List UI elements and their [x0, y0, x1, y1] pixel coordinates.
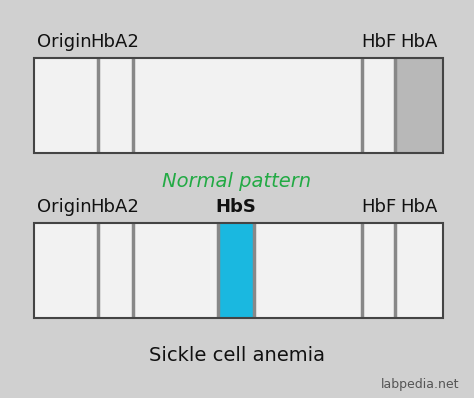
- Text: labpedia.net: labpedia.net: [381, 378, 459, 391]
- Text: HbS: HbS: [216, 198, 256, 216]
- Bar: [34, 223, 443, 318]
- Text: HbA2: HbA2: [91, 33, 139, 51]
- Text: HbF: HbF: [361, 33, 396, 51]
- Text: Sickle cell anemia: Sickle cell anemia: [149, 346, 325, 365]
- Text: HbA2: HbA2: [91, 198, 139, 216]
- Bar: [34, 58, 443, 153]
- Bar: [395, 58, 443, 153]
- Bar: [34, 58, 443, 153]
- Bar: [218, 223, 254, 318]
- Text: HbA: HbA: [401, 198, 438, 216]
- Text: Origin: Origin: [37, 198, 92, 216]
- Text: HbA: HbA: [401, 33, 438, 51]
- Text: Normal pattern: Normal pattern: [163, 172, 311, 191]
- Bar: [34, 223, 443, 318]
- Text: Origin: Origin: [37, 33, 92, 51]
- Text: HbF: HbF: [361, 198, 396, 216]
